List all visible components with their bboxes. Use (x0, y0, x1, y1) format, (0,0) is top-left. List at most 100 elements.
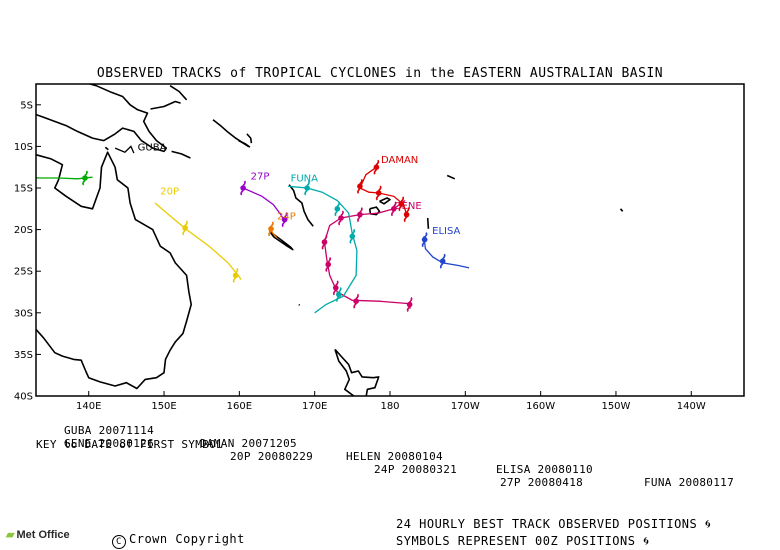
track-gene: GENE (321, 199, 422, 312)
cyclone-symbol (421, 232, 428, 248)
track-label: FUNA (291, 173, 319, 184)
lon-tick-label: 150W (601, 401, 630, 412)
cyclone-symbol (338, 210, 344, 226)
cyclone-symbol (398, 196, 405, 212)
key-note: KEY to DATE of FIRST SYMBOL (36, 438, 223, 451)
track-label: ELISA (432, 226, 460, 237)
cyclone-symbol (439, 253, 446, 269)
coastline (150, 100, 181, 110)
track-label: 27P (251, 172, 270, 183)
track-label: 24P (277, 212, 296, 223)
lat-tick-label: 20S (14, 225, 33, 236)
key-entry-funa: FUNA 20080117 (644, 476, 734, 489)
cyclone-tracks: GUBA GENE DAMAN FUNA ELISA 27P 24P 20P (36, 143, 470, 314)
track-label: GENE (394, 201, 422, 212)
track-20p: 20P (154, 187, 242, 283)
met-office-logo: ▰ Met Office (6, 528, 70, 541)
track-label: DAMAN (381, 155, 418, 166)
coastline (379, 197, 391, 205)
cyclone-symbol (391, 201, 397, 217)
track-helen (36, 170, 93, 186)
cyclone-symbol (333, 280, 339, 296)
cyclone-symbol (334, 201, 341, 217)
coastline (36, 151, 192, 390)
lon-tick-label: 170E (302, 401, 327, 412)
key-entry-27p: 27P 20080418 (500, 476, 584, 489)
lat-tick-label: 10S (14, 142, 33, 153)
lon-tick-label: 150E (151, 401, 176, 412)
cyclone-symbol (349, 228, 356, 244)
map-title: OBSERVED TRACKS of TROPICAL CYCLONES in … (96, 66, 664, 81)
cyclone-symbol (357, 178, 363, 194)
key-entry-daman: DAMAN 20071205 (200, 437, 297, 450)
copyright: C Crown Copyright (112, 532, 245, 549)
track-daman: DAMAN (357, 155, 418, 223)
cyclone-symbol (232, 267, 239, 283)
coastline (268, 230, 294, 251)
coastline (334, 348, 380, 396)
key-row-1: GUBA 20071114 DAMAN 20071205 HELEN 20080… (0, 411, 734, 489)
legend-line-1: 24 HOURLY BEST TRACK OBSERVED POSITIONS … (396, 517, 712, 531)
track-line (323, 199, 411, 309)
axis-ticks: 5S 10S 15S 20S 25S 30S 35S 40S 140E 150E 160E 170E 1… (14, 100, 706, 412)
cyclone-symbol (82, 170, 88, 186)
track-funa: FUNA (288, 173, 358, 314)
key-entry-elisa: ELISA 20080110 (496, 463, 593, 476)
coastline (288, 184, 314, 227)
legend-line-2: SYMBOLS REPRESENT 00Z POSITIONS 🌀︎ (396, 534, 650, 548)
key-entry-24p: 24P 20080321 (374, 463, 458, 476)
cyclone-symbol (304, 180, 310, 196)
key-entry-guba: GUBA 20071114 (64, 424, 154, 437)
coastline (298, 303, 301, 306)
cyclone-symbol (281, 212, 288, 228)
lon-tick-label: 170W (451, 401, 480, 412)
copyright-text: Crown Copyright (129, 532, 245, 546)
lat-tick-label: 35S (14, 350, 33, 361)
key-entry-20p: 20P 20080229 (230, 450, 314, 463)
coastline (446, 174, 456, 180)
key-row-2: GENE 20080126 20P 20080229 24P 20080321 … (0, 424, 583, 489)
track-line (423, 236, 470, 269)
copyright-icon: C (112, 535, 126, 549)
track-guba: GUBA (114, 143, 167, 154)
coastline (246, 133, 253, 144)
lon-tick-label: 160E (227, 401, 252, 412)
legend-notes: 24 HOURLY BEST TRACK OBSERVED POSITIONS … (396, 516, 711, 550)
lat-tick-label: 40S (14, 392, 33, 403)
lat-tick-label: 25S (14, 267, 33, 278)
cyclone-symbol (321, 234, 328, 250)
cyclone-symbol (325, 257, 331, 272)
track-elisa: ELISA (421, 226, 470, 269)
land-outlines (36, 84, 624, 396)
cyclone-symbol (268, 221, 274, 237)
cyclone-symbol-icon-2: 🌀︎ (643, 534, 650, 548)
track-label: GUBA (138, 143, 167, 154)
track-27p: 27P (240, 172, 288, 228)
cyclone-symbol (403, 207, 410, 223)
key-entry-gene: GENE 20080126 (64, 437, 154, 450)
coastline (619, 208, 624, 212)
lat-tick-label: 15S (14, 184, 33, 195)
lon-tick-label: 180 (380, 401, 399, 412)
met-office-mark-icon: ▰ (6, 529, 15, 541)
cyclone-symbol (353, 293, 359, 309)
track-24p: 24P (268, 212, 296, 239)
lon-tick-label: 160W (526, 401, 555, 412)
coastline (36, 84, 168, 153)
track-label: 20P (160, 187, 179, 198)
map-frame (35, 83, 745, 397)
met-office-logo-text: Met Office (16, 529, 70, 541)
coastline (171, 150, 191, 159)
cyclone-symbol (406, 297, 413, 312)
lat-tick-label: 5S (20, 100, 33, 111)
cyclone-symbol (240, 180, 246, 196)
track-line (242, 187, 286, 222)
coastline (426, 217, 430, 229)
key-entry-helen: HELEN 20080104 (346, 450, 443, 463)
coastline (238, 139, 251, 148)
lat-tick-label: 30S (14, 308, 33, 319)
cyclone-symbol-icon: 🌀︎ (705, 517, 712, 531)
coastline (104, 146, 109, 151)
cyclone-symbol (336, 287, 342, 302)
